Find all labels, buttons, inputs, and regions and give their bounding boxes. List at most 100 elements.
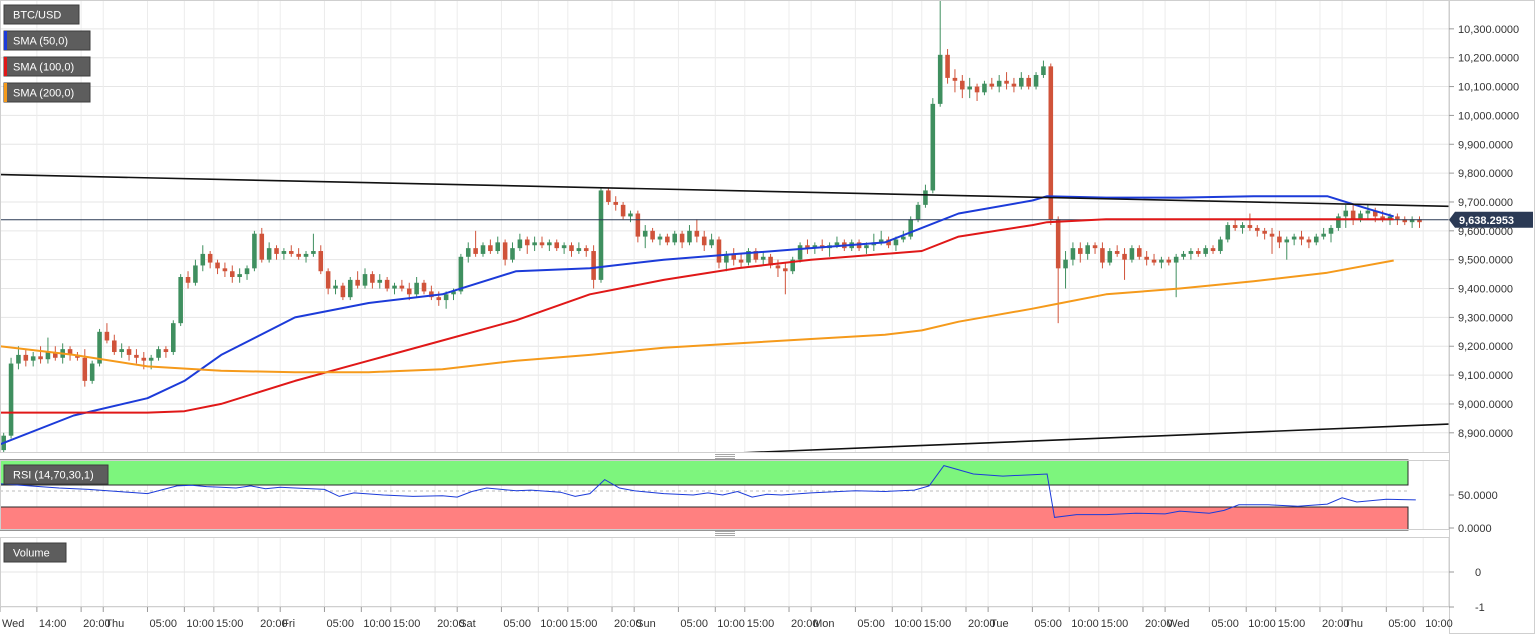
candle-up[interactable] xyxy=(362,274,368,286)
candle-up[interactable] xyxy=(915,204,921,220)
candle-down[interactable] xyxy=(731,253,737,260)
candle-up[interactable] xyxy=(1218,239,1223,252)
candle-down[interactable] xyxy=(974,86,980,93)
candle-down[interactable] xyxy=(473,248,478,254)
candle-up[interactable] xyxy=(1387,216,1393,220)
candle-down[interactable] xyxy=(1055,219,1061,269)
candle-up[interactable] xyxy=(16,354,21,364)
candle-up[interactable] xyxy=(281,251,287,254)
candle-up[interactable] xyxy=(1041,66,1046,76)
candle-up[interactable] xyxy=(119,349,124,353)
candle-down[interactable] xyxy=(421,282,427,292)
candle-down[interactable] xyxy=(524,239,530,246)
legend-rsi-box[interactable] xyxy=(3,464,109,485)
candle-down[interactable] xyxy=(775,265,781,269)
candle-up[interactable] xyxy=(1358,213,1363,220)
candle-up[interactable] xyxy=(1019,77,1024,87)
candle-down[interactable] xyxy=(222,268,228,272)
candle-up[interactable] xyxy=(1291,236,1297,240)
candle-down[interactable] xyxy=(325,271,331,289)
candle-down[interactable] xyxy=(229,271,235,277)
candle-down[interactable] xyxy=(554,242,560,249)
candle-up[interactable] xyxy=(1336,216,1341,228)
candle-down[interactable] xyxy=(436,297,442,301)
candle-down[interactable] xyxy=(1232,225,1238,228)
candle-down[interactable] xyxy=(716,239,722,263)
candle-down[interactable] xyxy=(1048,66,1054,220)
candle-up[interactable] xyxy=(1085,245,1090,254)
candle-up[interactable] xyxy=(458,256,464,292)
candle-down[interactable] xyxy=(650,230,655,240)
candle-down[interactable] xyxy=(1122,253,1127,260)
candle-up[interactable] xyxy=(864,245,869,249)
candle-down[interactable] xyxy=(753,251,759,260)
candle-down[interactable] xyxy=(82,357,88,381)
candle-down[interactable] xyxy=(1092,245,1098,249)
candle-down[interactable] xyxy=(539,242,545,246)
candle-up[interactable] xyxy=(930,103,936,191)
candle-up[interactable] xyxy=(532,242,537,246)
candle-down[interactable] xyxy=(318,251,324,272)
candle-down[interactable] xyxy=(1380,216,1385,220)
candle-up[interactable] xyxy=(967,86,972,90)
candle-down[interactable] xyxy=(488,245,493,252)
candle-down[interactable] xyxy=(620,204,626,217)
candle-down[interactable] xyxy=(960,80,965,90)
candle-down[interactable] xyxy=(886,239,891,246)
candle-up[interactable] xyxy=(45,352,51,360)
candle-down[interactable] xyxy=(1137,248,1142,257)
candle-up[interactable] xyxy=(598,190,604,280)
candle-up[interactable] xyxy=(1129,248,1135,260)
candle-up[interactable] xyxy=(414,282,419,295)
candle-up[interactable] xyxy=(893,239,899,246)
candle-down[interactable] xyxy=(694,230,700,237)
candle-down[interactable] xyxy=(1277,236,1282,243)
candle-up[interactable] xyxy=(834,242,840,246)
candle-up[interactable] xyxy=(443,294,449,301)
candle-down[interactable] xyxy=(502,242,508,260)
candle-up[interactable] xyxy=(996,80,1002,87)
candle-up[interactable] xyxy=(333,285,338,289)
candle-up[interactable] xyxy=(311,251,316,254)
candle-down[interactable] xyxy=(591,251,596,280)
candle-down[interactable] xyxy=(1195,251,1201,254)
candle-down[interactable] xyxy=(1026,77,1031,87)
candle-down[interactable] xyxy=(23,354,29,361)
candle-down[interactable] xyxy=(104,331,110,341)
candle-down[interactable] xyxy=(569,245,574,252)
candle-up[interactable] xyxy=(303,253,309,257)
candle-up[interactable] xyxy=(1107,251,1113,263)
candle-up[interactable] xyxy=(193,265,198,283)
candle-up[interactable] xyxy=(156,349,161,358)
candle-down[interactable] xyxy=(1011,83,1017,87)
candle-up[interactable] xyxy=(495,242,501,252)
candle-up[interactable] xyxy=(746,251,751,263)
candle-up[interactable] xyxy=(1188,251,1194,254)
candle-up[interactable] xyxy=(1343,210,1349,217)
candle-up[interactable] xyxy=(642,230,648,237)
candle-down[interactable] xyxy=(1151,259,1157,263)
candle-up[interactable] xyxy=(923,190,928,205)
candle-down[interactable] xyxy=(340,285,346,298)
candle-down[interactable] xyxy=(1417,219,1422,223)
candle-down[interactable] xyxy=(952,77,958,81)
candle-up[interactable] xyxy=(812,245,818,249)
candle-down[interactable] xyxy=(635,213,641,237)
candle-up[interactable] xyxy=(1203,248,1208,254)
candle-down[interactable] xyxy=(1350,210,1356,220)
candle-up[interactable] xyxy=(628,213,633,217)
candle-down[interactable] xyxy=(126,349,132,355)
candle-down[interactable] xyxy=(38,356,43,360)
candle-down[interactable] xyxy=(1144,256,1149,260)
candle-up[interactable] xyxy=(561,245,567,249)
price-panel[interactable] xyxy=(0,0,1449,456)
candle-down[interactable] xyxy=(679,233,685,243)
candle-up[interactable] xyxy=(1284,239,1290,243)
candle-up[interactable] xyxy=(937,54,943,104)
candle-up[interactable] xyxy=(1409,219,1415,223)
candle-up[interactable] xyxy=(266,248,272,260)
candle-down[interactable] xyxy=(945,54,950,78)
candle-down[interactable] xyxy=(112,340,117,353)
candle-up[interactable] xyxy=(252,233,257,269)
candle-up[interactable] xyxy=(709,239,714,246)
